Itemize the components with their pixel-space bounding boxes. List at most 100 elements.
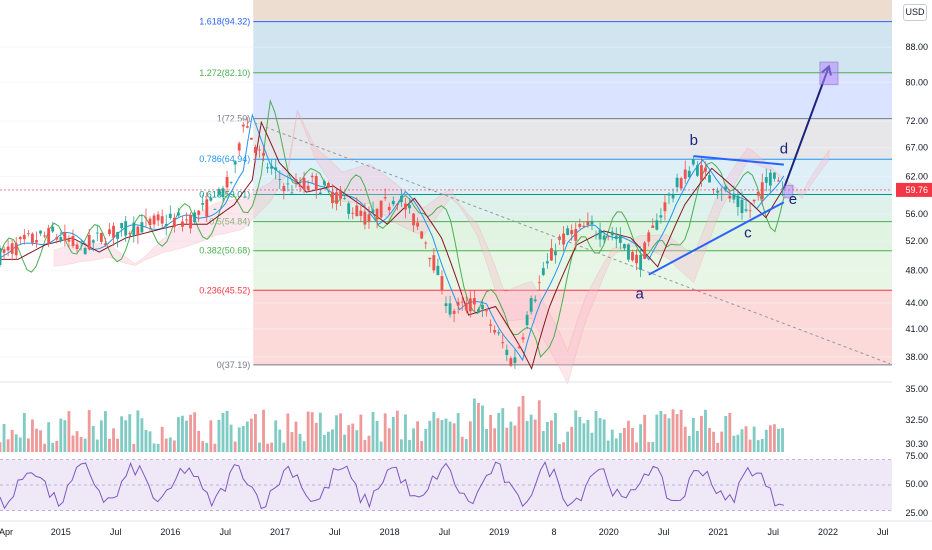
price-axis: 88.00 80.00 72.00 67.00 62.00 56.00 52.00 48.00… [0, 42, 932, 518]
candle-body [436, 265, 440, 276]
candle-body [120, 223, 124, 229]
candle-body [229, 182, 233, 183]
candle-body [468, 298, 472, 312]
candle-body [440, 276, 444, 291]
candle-body [545, 261, 549, 264]
volume-bar [112, 428, 115, 452]
candle-body [675, 177, 679, 188]
candle-body [700, 165, 703, 181]
volume-bar [339, 413, 343, 452]
volume-bar [533, 419, 537, 452]
volume-bar [537, 400, 541, 452]
volume-bar [306, 411, 310, 452]
candle-body [460, 301, 464, 303]
candle-body [627, 244, 630, 260]
time-tick-label: 2018 [380, 527, 400, 537]
candle-body [221, 188, 225, 198]
volume-bar [472, 398, 476, 452]
candle-body [740, 199, 744, 214]
time-tick-label: 2022 [818, 527, 838, 537]
time-tick-label: Apr [0, 527, 13, 537]
candle-body [695, 165, 699, 176]
candle-body [326, 183, 330, 188]
volume-bar [529, 414, 533, 452]
candle-body [618, 236, 622, 243]
currency-button[interactable]: USD [903, 4, 927, 21]
volume-tick-label: 35.00 [905, 384, 928, 394]
volume-bar [493, 428, 497, 452]
last-price-badge [896, 182, 932, 197]
volume-bar [233, 441, 237, 452]
candle-body [387, 206, 391, 211]
candle-body [456, 302, 460, 306]
volume-bar [639, 424, 643, 452]
volume-bar [383, 413, 387, 452]
candle-body [635, 254, 638, 264]
volume-bar [618, 432, 622, 452]
volume-bar [22, 412, 26, 452]
candle-body [760, 182, 764, 200]
candle-body [683, 169, 687, 179]
volume-bar [716, 442, 720, 452]
candle-body [777, 180, 780, 182]
volume-bar [347, 425, 351, 452]
candle-body [772, 172, 776, 179]
candle-body [444, 303, 448, 306]
volume-bar [635, 442, 638, 452]
volume-bar [485, 428, 488, 452]
candle-body [51, 226, 55, 232]
candle-body [404, 203, 407, 210]
fib-level-label: 0.236(45.52) [199, 285, 250, 295]
candle-body [781, 188, 784, 190]
volume-bar [209, 420, 213, 452]
volume-bar [622, 427, 626, 452]
fib-zone [253, 221, 893, 251]
volume-bar [655, 414, 659, 452]
volume-bar [460, 436, 464, 452]
volume-bar [549, 420, 553, 452]
volume-bar [205, 442, 209, 452]
candle-body [339, 191, 343, 199]
candle-body [424, 242, 428, 244]
candle-body [156, 214, 160, 221]
volume-bar [26, 438, 30, 452]
candle-body [318, 192, 322, 195]
candle-body [201, 203, 205, 205]
candle-body [351, 212, 355, 214]
candle-body [249, 137, 253, 140]
volume-bar [590, 432, 594, 452]
volume-bar [128, 414, 132, 452]
volume-bar [505, 427, 509, 452]
volume-bar [736, 434, 740, 452]
volume-bar [614, 438, 618, 452]
fib-level-label: 0.786(64.94) [199, 154, 250, 164]
volume-bar [164, 438, 168, 452]
price-tick-label: 80.00 [905, 77, 928, 87]
volume-bar [120, 416, 124, 452]
candle-body [148, 218, 152, 226]
volume-bar [286, 413, 290, 452]
candle-body [448, 303, 452, 315]
volume-bar [562, 442, 566, 452]
volume-bar [610, 429, 614, 452]
candle-body [152, 215, 156, 225]
time-tick-label: Jul [110, 527, 122, 537]
volume-bar [290, 432, 294, 452]
volume-bar [144, 429, 148, 452]
candle-body [489, 324, 493, 326]
volume-bar [594, 410, 598, 452]
volume-bar [172, 440, 176, 452]
volume-bar [335, 415, 338, 452]
candle-body [278, 179, 282, 180]
candle-body [254, 146, 257, 153]
candle-body [2, 249, 6, 253]
candle-body [598, 229, 602, 240]
volume-bar [213, 443, 217, 452]
volume-bar [598, 418, 602, 452]
volume-bar [168, 437, 172, 452]
volume-bar [663, 414, 667, 452]
volume-bar [262, 409, 265, 452]
volume-bar [63, 420, 67, 452]
volume-bar [148, 431, 152, 452]
